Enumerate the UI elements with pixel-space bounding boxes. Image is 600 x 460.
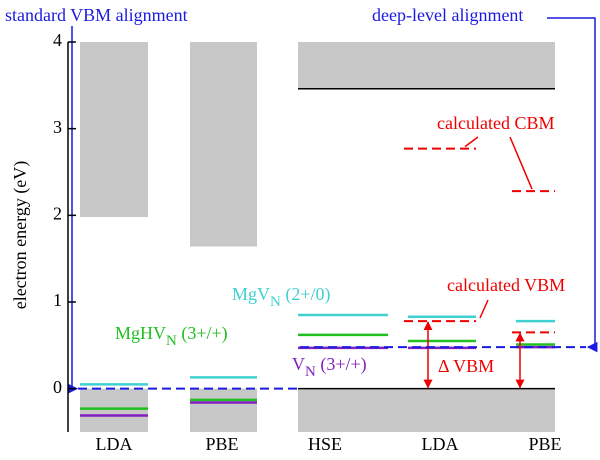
legend-label: MgVN (2+/0) — [232, 284, 331, 310]
y-tick-label: 1 — [53, 290, 62, 310]
y-tick-label: 3 — [53, 117, 62, 137]
x-tick-label: LDA — [96, 434, 133, 454]
y-tick-label: 2 — [53, 203, 62, 223]
bracket — [67, 26, 79, 394]
x-tick-label: PBE — [528, 434, 561, 454]
deep-alignment-label: deep-level alignment — [372, 5, 523, 25]
legend-subscript: N — [166, 333, 177, 349]
conduction-band — [400, 42, 490, 89]
legend-name: V — [292, 354, 305, 374]
legend-suffix: (3+/+) — [177, 323, 228, 344]
leader — [464, 136, 479, 148]
valence-band — [298, 388, 400, 432]
legend-suffix: (3+/+) — [316, 354, 367, 375]
valence-band — [490, 388, 555, 432]
vbm-label: calculated VBM — [447, 275, 565, 295]
legend-name: MgHV — [115, 323, 166, 343]
legend-name: MgV — [232, 284, 270, 304]
conduction-band — [80, 42, 148, 218]
leader — [479, 299, 489, 319]
conduction-band — [490, 42, 555, 89]
cbm-label: calculated CBM — [437, 113, 554, 133]
x-tick-label: PBE — [205, 434, 238, 454]
valence-band — [190, 388, 257, 432]
conduction-band — [190, 42, 257, 247]
valence-band — [400, 388, 490, 432]
valence-band — [80, 388, 148, 432]
y-tick-label: 0 — [53, 377, 62, 397]
delta-vbm-label: Δ VBM — [438, 356, 494, 376]
legend-subscript: N — [270, 294, 281, 310]
x-tick-label: HSE — [308, 434, 342, 454]
y-tick-label: 4 — [53, 30, 62, 50]
bracket — [547, 17, 598, 353]
standard-alignment-label: standard VBM alignment — [5, 5, 188, 25]
legend-label: VN (3+/+) — [292, 354, 367, 380]
legend-subscript: N — [305, 364, 316, 380]
legend-suffix: (2+/0) — [281, 284, 331, 305]
x-tick-label: LDA — [422, 434, 459, 454]
y-axis-label: electron energy (eV) — [10, 161, 31, 310]
conduction-band — [298, 42, 400, 89]
leader — [509, 136, 533, 190]
legend-label: MgHVN (3+/+) — [115, 323, 228, 349]
